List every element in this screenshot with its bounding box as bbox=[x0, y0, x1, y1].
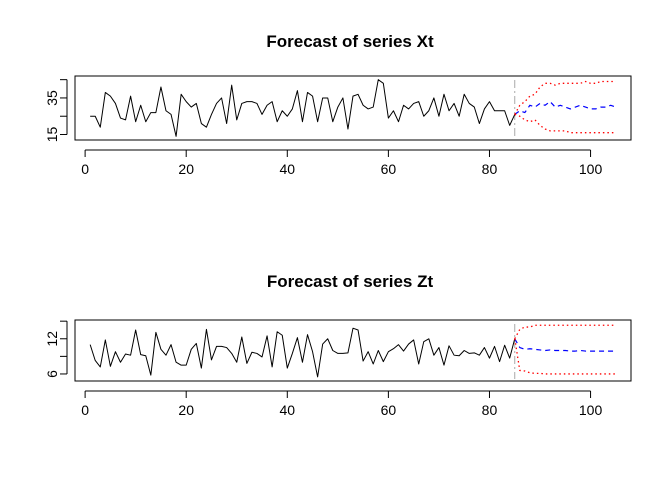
panel-1-series-forecast bbox=[514, 100, 617, 115]
panel-2-title: Forecast of series Zt bbox=[267, 272, 434, 291]
panel-2-x-tick-label: 60 bbox=[381, 402, 397, 418]
panel-2-y-tick-label: 12 bbox=[44, 331, 60, 347]
panel-2-x-tick-label: 40 bbox=[280, 402, 296, 418]
panel-2-series-upper bbox=[514, 324, 616, 340]
panel-1-y-tick-label: 35 bbox=[44, 90, 60, 106]
panel-1-plot-frame bbox=[74, 75, 632, 141]
panel-1-x-tick-label: 100 bbox=[579, 161, 603, 177]
panel-2-y-tick-label: 6 bbox=[44, 370, 60, 378]
panel-2-x-tick-label: 20 bbox=[178, 402, 194, 418]
panel-1-y-tick-label: 15 bbox=[44, 127, 60, 143]
panel-2-x-tick-label: 100 bbox=[579, 402, 603, 418]
panel-1-x-tick-label: 40 bbox=[280, 161, 296, 177]
panel-2-plot-frame bbox=[74, 319, 632, 382]
panel-1-series-upper bbox=[514, 80, 616, 115]
panel-1-x-tick-label: 0 bbox=[81, 161, 89, 177]
panel-2-series-forecast bbox=[514, 338, 616, 352]
panel-1-x-tick-label: 20 bbox=[178, 161, 194, 177]
panel-2-series-lower bbox=[514, 338, 616, 375]
panel-1-x-tick-label: 80 bbox=[482, 161, 498, 177]
panel-2-x-tick-label: 0 bbox=[81, 402, 89, 418]
panel-1-series-lower bbox=[514, 113, 616, 134]
panel-1-title: Forecast of series Xt bbox=[266, 32, 434, 51]
panel-1-series-observed bbox=[90, 79, 516, 137]
panel-2-x-tick-label: 80 bbox=[482, 402, 498, 418]
panel-2-series-observed bbox=[89, 327, 516, 378]
panel-1-x-tick-label: 60 bbox=[381, 161, 397, 177]
